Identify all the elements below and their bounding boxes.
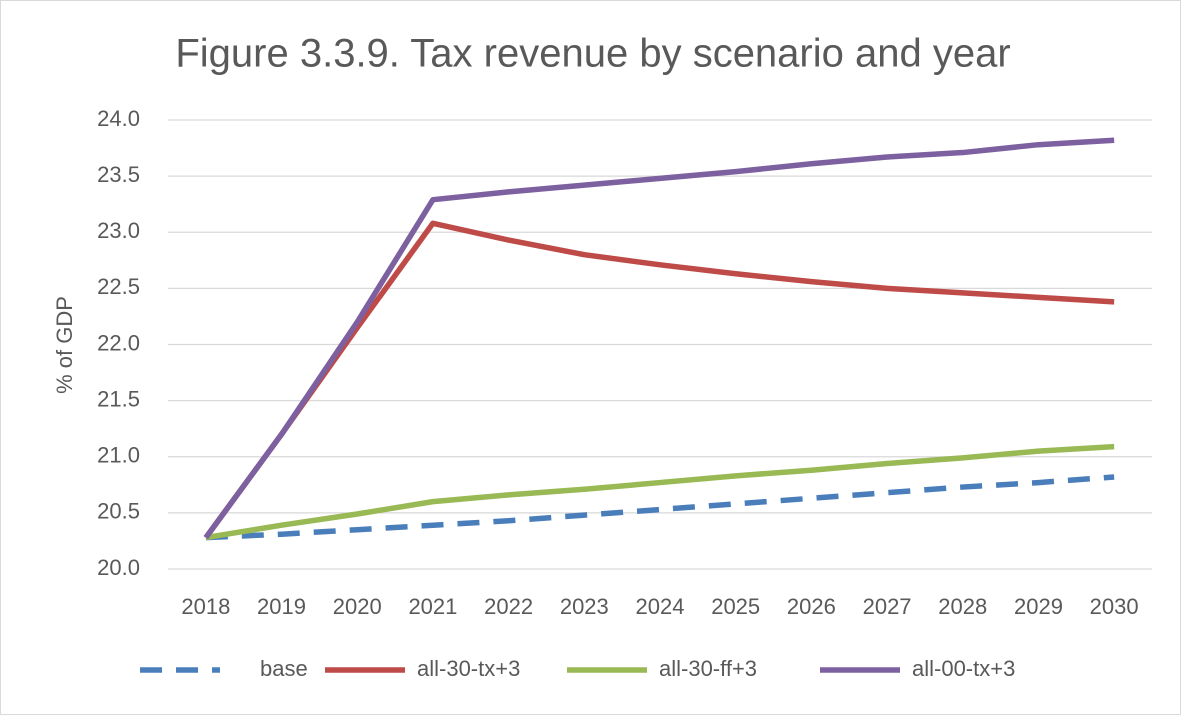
x-tick-label: 2027 [863, 594, 912, 619]
x-tick-label: 2020 [333, 594, 382, 619]
x-tick-label: 2029 [1014, 594, 1063, 619]
y-tick-label: 21.0 [97, 443, 140, 468]
legend-label: base [260, 656, 308, 681]
x-tick-label: 2019 [257, 594, 306, 619]
x-tick-label: 2023 [560, 594, 609, 619]
x-tick-label: 2030 [1090, 594, 1139, 619]
series-line [205, 443, 1115, 541]
x-tick-label: 2018 [181, 594, 230, 619]
y-tick-label: 23.0 [97, 218, 140, 243]
series-line [205, 474, 1115, 541]
y-tick-label: 22.5 [97, 274, 140, 299]
y-axis-label: % of GDP [52, 296, 77, 394]
x-tick-label: 2021 [408, 594, 457, 619]
x-tick-label: 2024 [636, 594, 685, 619]
chart-title: Figure 3.3.9. Tax revenue by scenario an… [175, 32, 1010, 76]
y-tick-label: 23.5 [97, 162, 140, 187]
y-tick-label: 21.5 [97, 386, 140, 411]
legend-label: all-30-ff+3 [659, 656, 757, 681]
y-tick-label: 20.0 [97, 555, 140, 580]
legend-label: all-30-tx+3 [417, 656, 520, 681]
legend-label: all-00-tx+3 [912, 656, 1015, 681]
y-tick-label: 20.5 [97, 499, 140, 524]
series-line [203, 137, 1115, 540]
y-tick-label: 22.0 [97, 330, 140, 355]
x-tick-label: 2028 [938, 594, 987, 619]
y-tick-label: 24.0 [97, 106, 140, 131]
series-line [203, 220, 1115, 540]
x-tick-label: 2022 [484, 594, 533, 619]
x-tick-label: 2026 [787, 594, 836, 619]
x-tick-label: 2025 [711, 594, 760, 619]
